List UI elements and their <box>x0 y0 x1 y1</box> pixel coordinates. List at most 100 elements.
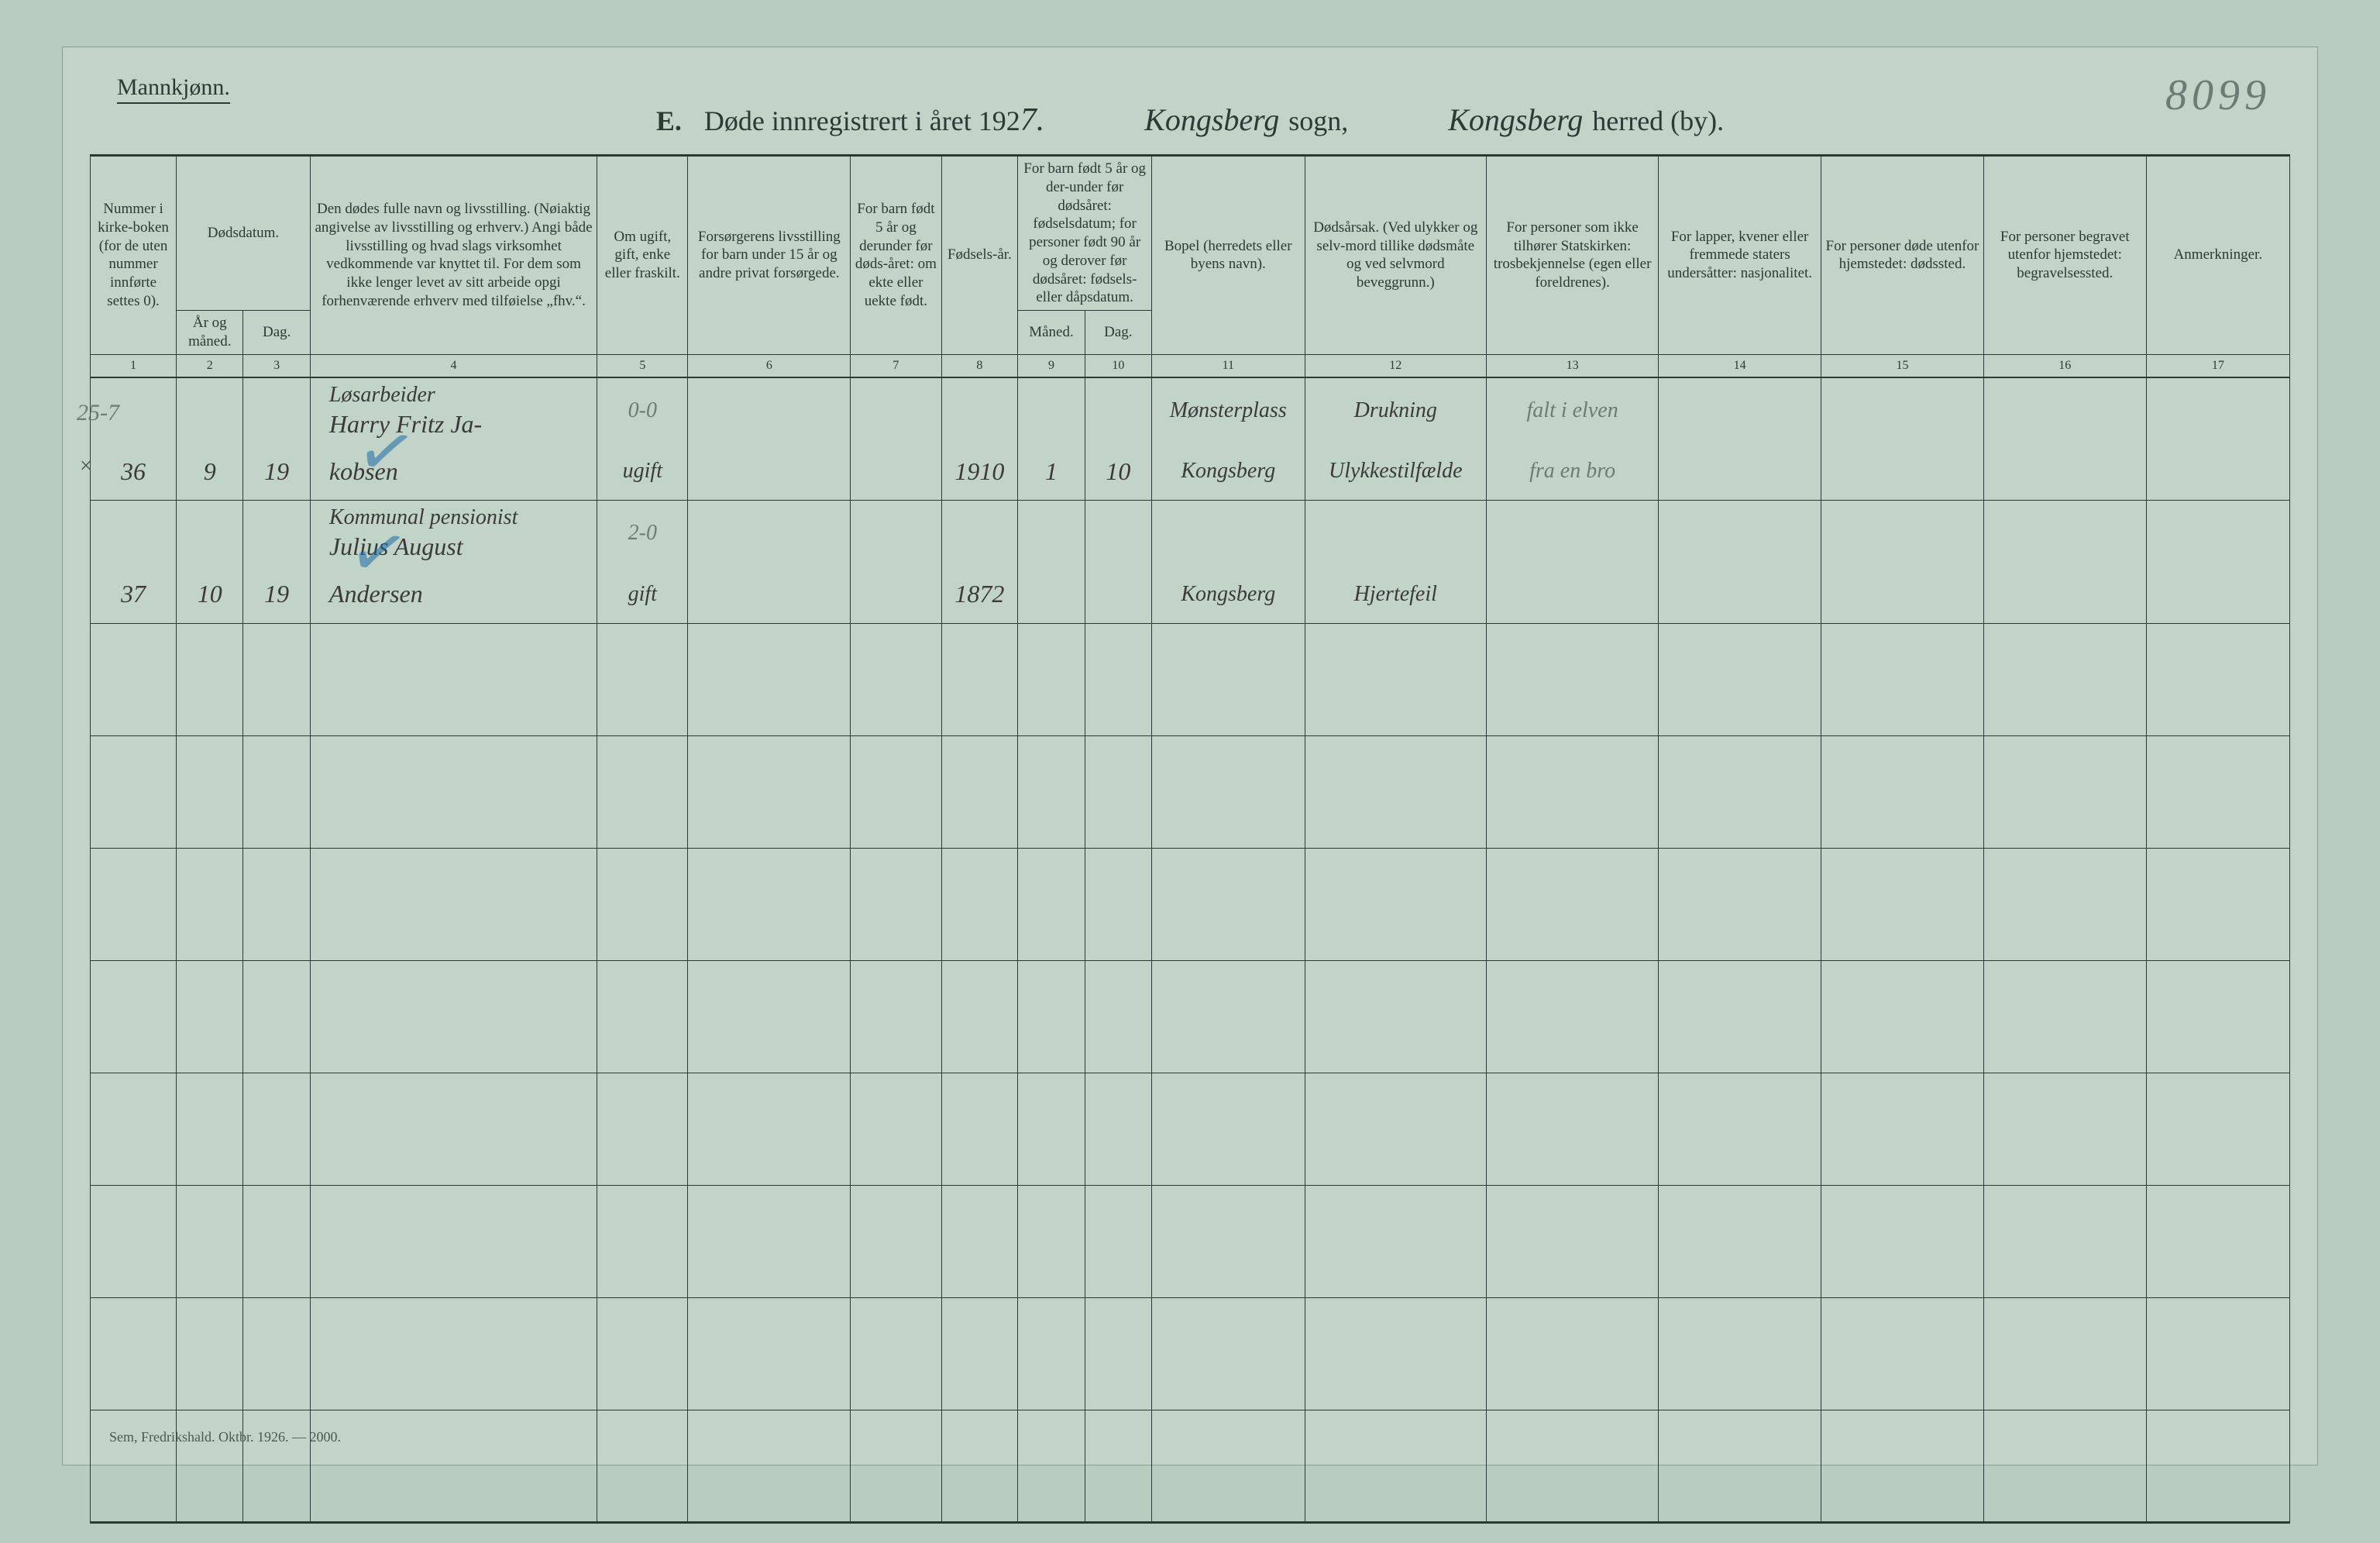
cell <box>91 1185 177 1297</box>
cell <box>2146 377 2289 443</box>
cell <box>851 1297 941 1410</box>
register-table: Nummer i kirke-boken (for de uten nummer… <box>90 154 2290 1524</box>
cell <box>1983 1410 2146 1522</box>
hdr-c16: For personer begravet utenfor hjemstedet… <box>1983 156 2146 355</box>
cell <box>1085 1410 1151 1522</box>
cell <box>177 960 243 1073</box>
sogn-handwritten: Kongsberg <box>1142 102 1281 139</box>
cell <box>1152 848 1305 960</box>
cell <box>941 377 1018 443</box>
cell <box>1085 960 1151 1073</box>
cell: 0-0 <box>597 377 688 443</box>
cell <box>688 1410 851 1522</box>
cell <box>1305 1297 1487 1410</box>
cell: Mønsterplass <box>1152 377 1305 443</box>
cell <box>688 1073 851 1185</box>
cell: 19 <box>243 443 310 501</box>
herred-label: herred (by). <box>1592 105 1724 136</box>
cell <box>1085 623 1151 735</box>
cell <box>1487 501 1659 566</box>
cell: 37 <box>91 565 177 623</box>
cell <box>1821 501 1984 566</box>
cell <box>1821 960 1984 1073</box>
cell <box>1659 565 1821 623</box>
cell: 1872 <box>941 565 1018 623</box>
cell <box>2146 960 2289 1073</box>
sogn-label: sogn, <box>1288 105 1348 136</box>
cell <box>688 1185 851 1297</box>
cell <box>1821 1185 1984 1297</box>
table-row <box>91 1297 2290 1410</box>
cell <box>1983 848 2146 960</box>
cell <box>1821 565 1984 623</box>
cell: 9 <box>177 443 243 501</box>
cell <box>688 501 851 566</box>
cell <box>1018 501 1085 566</box>
cell <box>851 848 941 960</box>
cell <box>851 443 941 501</box>
cell <box>1305 1185 1487 1297</box>
cell <box>2146 848 2289 960</box>
cell <box>1487 1073 1659 1185</box>
colnum: 13 <box>1487 354 1659 377</box>
cell <box>1659 848 1821 960</box>
cell <box>2146 623 2289 735</box>
cell <box>688 848 851 960</box>
cell <box>1487 1410 1659 1522</box>
cell <box>310 1297 597 1410</box>
cell <box>2146 1185 2289 1297</box>
cell <box>177 735 243 848</box>
cell <box>1018 1073 1085 1185</box>
hdr-dodsdatum: Dødsdatum. <box>177 156 311 311</box>
cell <box>91 623 177 735</box>
cell <box>243 501 310 566</box>
cell <box>91 848 177 960</box>
cell <box>1018 735 1085 848</box>
cell <box>1659 501 1821 566</box>
cell <box>1152 501 1305 566</box>
cell <box>1152 623 1305 735</box>
cell <box>1659 1185 1821 1297</box>
cell <box>243 377 310 443</box>
cell <box>1085 501 1151 566</box>
cell <box>1085 1073 1151 1185</box>
cell <box>243 1073 310 1185</box>
cell <box>1487 848 1659 960</box>
cell <box>851 735 941 848</box>
colnum: 17 <box>2146 354 2289 377</box>
cell <box>1487 565 1659 623</box>
hdr-c17: Anmerkninger. <box>2146 156 2289 355</box>
cell <box>1983 377 2146 443</box>
cell <box>91 1410 177 1522</box>
colnum: 1 <box>91 354 177 377</box>
cell: fra en bro <box>1487 443 1659 501</box>
cell <box>1018 377 1085 443</box>
colnum: 2 <box>177 354 243 377</box>
cell: gift <box>597 565 688 623</box>
margin-pencil-note: 25-7 <box>77 400 119 426</box>
cell <box>1085 565 1151 623</box>
cell <box>941 960 1018 1073</box>
cell <box>2146 565 2289 623</box>
cell <box>1018 623 1085 735</box>
cell <box>243 1297 310 1410</box>
cell <box>1305 1410 1487 1522</box>
cell <box>310 960 597 1073</box>
cell <box>2146 501 2289 566</box>
colnum: 5 <box>597 354 688 377</box>
cell <box>177 377 243 443</box>
cell <box>1821 848 1984 960</box>
cell <box>1821 1410 1984 1522</box>
cell <box>91 960 177 1073</box>
cell <box>1983 1297 2146 1410</box>
cell <box>310 1185 597 1297</box>
cell <box>688 735 851 848</box>
cell <box>2146 735 2289 848</box>
cell: falt i elven <box>1487 377 1659 443</box>
cell <box>1018 1185 1085 1297</box>
cell: Andersen <box>310 565 597 623</box>
cell <box>1305 848 1487 960</box>
hdr-c15: For personer døde utenfor hjemstedet: dø… <box>1821 156 1984 355</box>
colnum: 12 <box>1305 354 1487 377</box>
cell <box>1018 1297 1085 1410</box>
